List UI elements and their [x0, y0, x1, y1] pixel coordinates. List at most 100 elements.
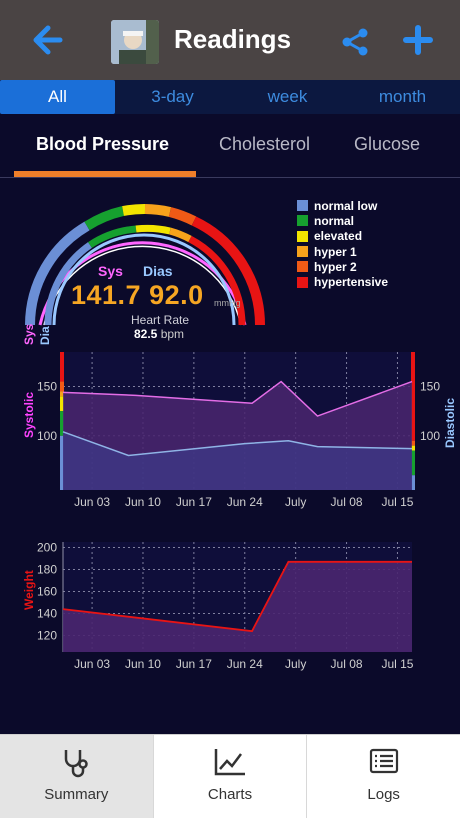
plus-icon[interactable] — [402, 24, 434, 56]
range-tab-3day[interactable]: 3-day — [151, 87, 194, 106]
legend-label: normal low — [314, 198, 378, 213]
tab-summary[interactable]: Summary — [0, 735, 154, 818]
y-tick-label: 180 — [37, 563, 57, 577]
tab-charts-label: Charts — [207, 786, 253, 803]
active-tab-indicator — [14, 171, 196, 177]
weight-chart: 200 180 160 140 120 Jun 03 Jun 10 Jun 17 Jun 24 J… — [37, 541, 414, 672]
legend-swatch — [297, 200, 308, 212]
zone-bar — [60, 352, 64, 382]
x-tick-label: Jun 10 — [125, 657, 161, 671]
hr-number: 82.5 — [134, 327, 158, 341]
page-title: Readings — [174, 24, 292, 54]
chart-icon — [214, 749, 245, 776]
range-tabs: All 3-day week month — [0, 80, 460, 114]
list-icon — [369, 748, 398, 774]
top-bar: Readings — [0, 0, 460, 80]
bp-gauge — [25, 203, 265, 326]
tab-cholesterol[interactable]: Cholesterol — [219, 134, 311, 154]
y-tick-label: 160 — [37, 585, 57, 599]
tab-logs[interactable]: Logs — [307, 735, 460, 818]
x-tick-label: Jul 08 — [331, 495, 363, 509]
zone-bar — [60, 391, 64, 397]
y-tick-label: 200 — [37, 541, 57, 555]
zone-bar — [411, 450, 415, 476]
x-tick-label: Jun 03 — [74, 657, 110, 671]
legend-swatch — [297, 246, 308, 258]
zone-bar — [60, 435, 64, 490]
weight-ylabel: Weight — [22, 570, 36, 610]
bp-chart: 150 100 150 100 Jun 03 Jun 10 Jun 17 Jun 24 July… — [37, 352, 440, 509]
range-tab-month[interactable]: month — [378, 87, 427, 106]
y-tick-label: 140 — [37, 607, 57, 621]
bp-unit: mmHg — [214, 298, 241, 308]
x-tick-label: Jul 15 — [381, 495, 413, 509]
legend-swatch — [297, 215, 308, 227]
legend-swatch — [297, 276, 308, 288]
zone-bar — [411, 445, 415, 451]
legend-item: normal low — [297, 198, 388, 213]
stethoscope-icon — [65, 750, 89, 778]
y-tick-label: 120 — [37, 629, 57, 643]
gauge-left-sys: Sys — [22, 323, 36, 345]
zone-bar — [60, 411, 64, 436]
legend-label: elevated — [314, 229, 363, 244]
x-tick-label: Jun 03 — [74, 495, 110, 509]
legend-item: hyper 1 — [297, 244, 388, 259]
share-icon[interactable] — [340, 27, 370, 57]
diastolic-area — [63, 431, 412, 490]
diastolic-line — [62, 431, 413, 457]
tab-glucose[interactable]: Glucose — [354, 134, 421, 154]
bottom-tab-bar: Summary Charts Logs — [0, 734, 460, 818]
legend-item: normal — [297, 213, 388, 228]
tab-logs-label: Logs — [367, 786, 400, 803]
avatar[interactable] — [111, 20, 159, 64]
legend-item: hyper 2 — [297, 259, 388, 274]
gauge-left-dias: Dia — [38, 326, 52, 345]
weight-area — [63, 561, 412, 652]
y-tick-label: 150 — [37, 380, 57, 394]
legend-label: normal — [314, 213, 355, 228]
gauge-dias-label: Dias — [143, 263, 173, 279]
legend-label: hyper 2 — [314, 259, 357, 274]
weight-line — [62, 560, 412, 633]
x-tick-label: Jun 24 — [227, 657, 263, 671]
heart-rate-value: 82.5 bpm — [134, 327, 184, 341]
zone-bar — [411, 352, 415, 441]
x-tick-label: Jun 10 — [125, 495, 161, 509]
y-tick-label: 150 — [420, 380, 440, 394]
hr-unit: bpm — [160, 327, 185, 341]
back-arrow-icon[interactable] — [30, 22, 66, 58]
legend-label: hypertensive — [314, 275, 389, 290]
x-tick-label: July — [285, 657, 306, 671]
legend-swatch — [297, 261, 308, 273]
legend-label: hyper 1 — [314, 244, 357, 259]
systolic-line — [62, 380, 413, 417]
zone-bar — [411, 475, 415, 490]
bp-ylabel-left: Systolic — [22, 391, 36, 438]
x-tick-label: Jun 17 — [176, 657, 212, 671]
gauge-sys-label: Sys — [98, 263, 123, 279]
bp-reading: 141.7 92.0 — [71, 280, 204, 310]
tab-summary-label: Summary — [44, 786, 109, 803]
y-tick-label: 100 — [420, 429, 440, 443]
bp-ylabel-right: Diastolic — [443, 397, 457, 448]
y-tick-label: 100 — [37, 429, 57, 443]
tab-charts[interactable]: Charts — [154, 735, 308, 818]
zone-bar — [60, 381, 64, 392]
legend-item: elevated — [297, 229, 388, 244]
bp-legend: normal low normal elevated hyper 1 hyper… — [297, 198, 388, 290]
zone-bar — [411, 440, 415, 446]
x-tick-label: Jul 08 — [331, 657, 363, 671]
tab-blood-pressure[interactable]: Blood Pressure — [36, 134, 170, 154]
range-tab-all[interactable]: All — [0, 80, 115, 114]
metric-tabs: Blood Pressure Cholesterol Glucose — [0, 114, 460, 178]
x-tick-label: Jul 15 — [381, 657, 413, 671]
legend-swatch — [297, 230, 308, 242]
legend-item: hypertensive — [297, 274, 388, 289]
heart-rate-label: Heart Rate — [131, 313, 190, 327]
x-tick-label: July — [285, 495, 306, 509]
range-tab-week[interactable]: week — [267, 87, 308, 106]
zone-bar — [60, 396, 64, 412]
x-tick-label: Jun 17 — [176, 495, 212, 509]
x-tick-label: Jun 24 — [227, 495, 263, 509]
